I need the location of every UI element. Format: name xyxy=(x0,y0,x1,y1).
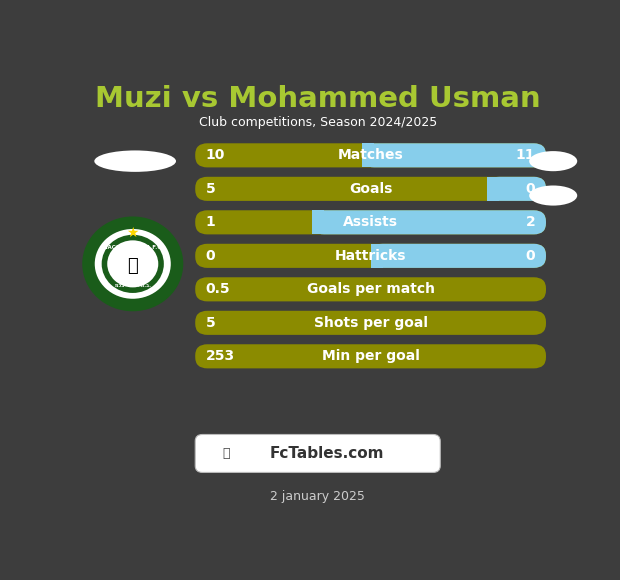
FancyBboxPatch shape xyxy=(195,277,546,302)
Text: 11: 11 xyxy=(516,148,536,162)
Text: 5: 5 xyxy=(206,182,216,196)
Text: ⚽: ⚽ xyxy=(127,257,138,275)
Text: Hattricks: Hattricks xyxy=(335,249,406,263)
Text: 0: 0 xyxy=(206,249,215,263)
FancyBboxPatch shape xyxy=(195,345,546,368)
Text: 2 january 2025: 2 january 2025 xyxy=(270,490,365,503)
Text: Assists: Assists xyxy=(343,215,398,229)
FancyBboxPatch shape xyxy=(371,244,546,268)
Text: Goals per match: Goals per match xyxy=(307,282,435,296)
Text: 0: 0 xyxy=(526,249,536,263)
FancyBboxPatch shape xyxy=(312,211,324,234)
Text: Matches: Matches xyxy=(338,148,404,162)
FancyBboxPatch shape xyxy=(195,143,546,168)
FancyBboxPatch shape xyxy=(362,143,546,168)
Ellipse shape xyxy=(529,186,577,205)
Text: Muzi vs Mohammed Usman: Muzi vs Mohammed Usman xyxy=(95,85,541,113)
Text: 📊: 📊 xyxy=(223,447,230,460)
FancyBboxPatch shape xyxy=(195,177,546,201)
Text: 10: 10 xyxy=(206,148,225,162)
Text: Min per goal: Min per goal xyxy=(322,349,420,363)
FancyBboxPatch shape xyxy=(487,177,500,201)
FancyBboxPatch shape xyxy=(312,211,546,234)
Ellipse shape xyxy=(94,150,176,172)
Text: מכבי חיפה מ.ב.: מכבי חיפה מ.ב. xyxy=(115,284,151,288)
Text: FcTables.com: FcTables.com xyxy=(270,446,384,461)
FancyBboxPatch shape xyxy=(487,177,546,201)
Text: 1: 1 xyxy=(206,215,216,229)
Text: 253: 253 xyxy=(206,349,235,363)
Circle shape xyxy=(87,222,179,306)
Text: 5: 5 xyxy=(206,316,216,330)
Text: 0.5: 0.5 xyxy=(206,282,231,296)
FancyBboxPatch shape xyxy=(195,311,546,335)
Text: Shots per goal: Shots per goal xyxy=(314,316,428,330)
Text: 0: 0 xyxy=(526,182,536,196)
FancyBboxPatch shape xyxy=(195,211,546,234)
Ellipse shape xyxy=(529,151,577,171)
FancyBboxPatch shape xyxy=(362,143,374,168)
FancyBboxPatch shape xyxy=(371,244,383,268)
Text: MACCABI HAIFA F.C.: MACCABI HAIFA F.C. xyxy=(102,245,164,250)
Text: Club competitions, Season 2024/2025: Club competitions, Season 2024/2025 xyxy=(198,117,437,129)
FancyBboxPatch shape xyxy=(195,434,440,473)
Text: Goals: Goals xyxy=(349,182,392,196)
Circle shape xyxy=(104,238,161,290)
Text: ★: ★ xyxy=(126,226,139,240)
Text: 2: 2 xyxy=(526,215,536,229)
FancyBboxPatch shape xyxy=(195,244,546,268)
